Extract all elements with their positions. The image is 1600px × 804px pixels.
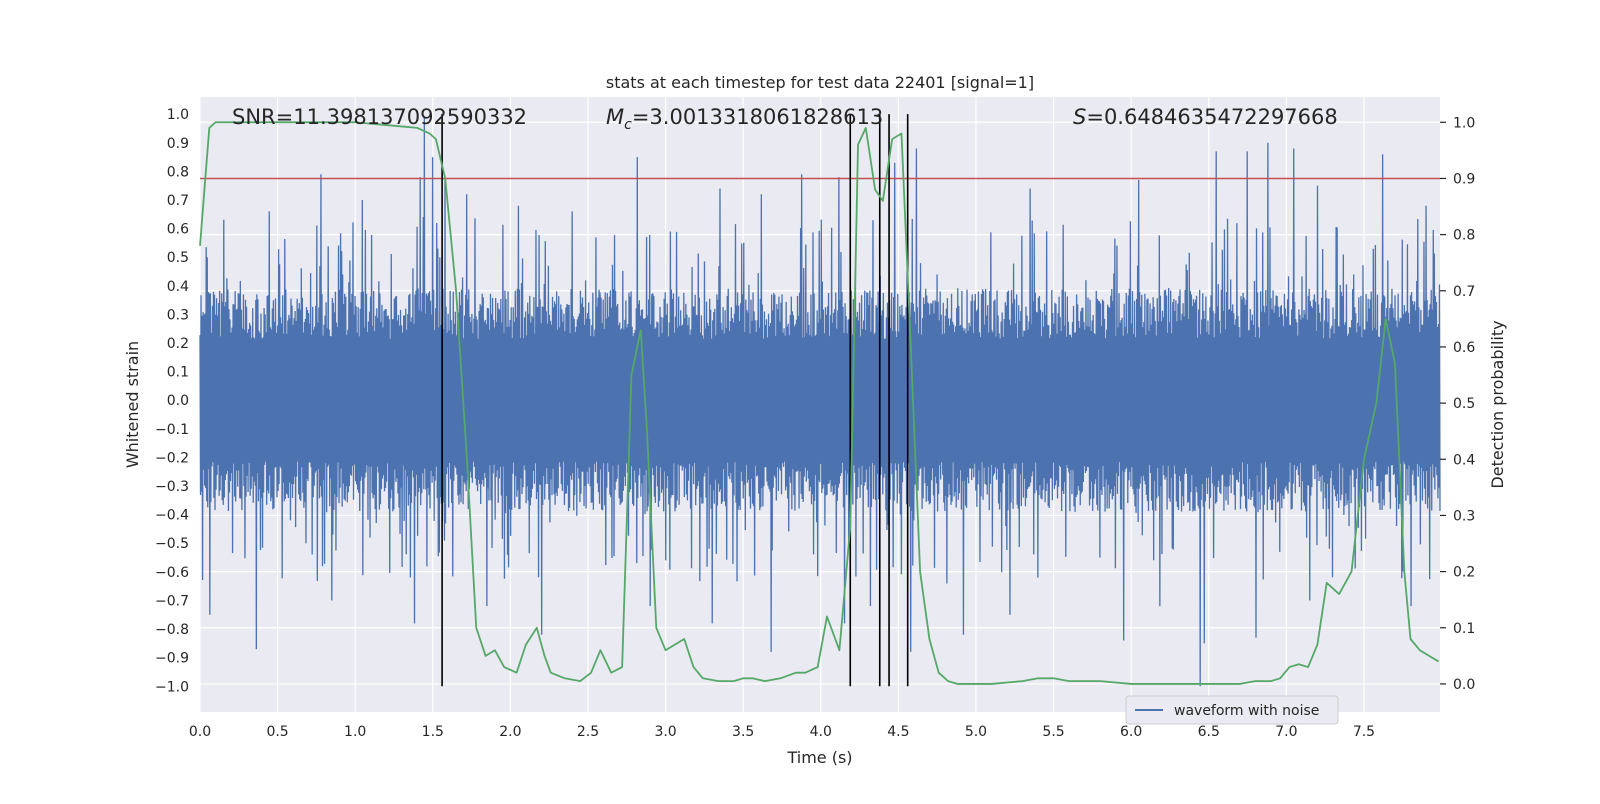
waveform-series	[199, 117, 1441, 687]
y-axis-right-label: Detection probability	[1488, 320, 1507, 488]
y-axis-left-label: Whitened strain	[123, 341, 142, 468]
y-left-tick-label: −1.0	[155, 679, 189, 695]
x-tick-label: 5.0	[965, 724, 987, 740]
x-tick-label: 1.5	[422, 724, 444, 740]
y-right-tick-label: 1.0	[1453, 115, 1475, 131]
y-left-tick-label: 0.9	[167, 136, 189, 152]
x-tick-label: 3.0	[654, 724, 676, 740]
y-left-tick-label: 0.3	[167, 307, 189, 323]
y-left-tick-label: −0.3	[155, 479, 189, 495]
y-left-tick-label: 0.1	[167, 365, 189, 381]
x-tick-label: 7.5	[1353, 724, 1375, 740]
y-left-tick-label: −0.1	[155, 422, 189, 438]
axes-ticks: 0.0 0.5 1.0 1.5 2.0 2.5 3.0 3.5 4.0 4.5 5.0 5.5 6.0 6…	[155, 107, 1475, 740]
y-left-tick-label: 1.0	[167, 107, 189, 123]
legend-label-waveform: waveform with noise	[1174, 703, 1319, 719]
y-left-tick-label: 0.0	[167, 393, 189, 409]
x-tick-label: 2.0	[499, 724, 521, 740]
y-right-tick-label: 0.1	[1453, 621, 1475, 637]
y-right-tick-label: 0.0	[1453, 677, 1475, 693]
probability-series	[199, 121, 1439, 685]
y-left-tick-label: −0.4	[155, 508, 189, 524]
x-tick-label: 0.5	[266, 724, 288, 740]
x-tick-label: 4.0	[810, 724, 832, 740]
x-tick-label: 0.0	[189, 724, 211, 740]
legend: waveform with noise	[1125, 695, 1339, 725]
y-left-tick-label: −0.2	[155, 450, 189, 466]
y-left-tick-label: 0.7	[167, 193, 189, 209]
mc-value: =3.0013318061828613	[632, 105, 883, 129]
x-axis-label: Time (s)	[786, 748, 852, 767]
y-right-tick-label: 0.6	[1453, 340, 1475, 356]
y-right-tick-label: 0.3	[1453, 508, 1475, 524]
x-tick-label: 3.5	[732, 724, 754, 740]
snr-annotation: SNR=11.398137092590332	[232, 105, 527, 129]
y-right-tick-label: 0.5	[1453, 396, 1475, 412]
x-tick-label: 2.5	[577, 724, 599, 740]
y-left-tick-label: −0.6	[155, 565, 189, 581]
waveform-line	[199, 117, 1441, 687]
y-right-tick-label: 0.2	[1453, 565, 1475, 581]
y-right-tick-label: 0.9	[1453, 171, 1475, 187]
mc-subscript: c	[624, 117, 632, 133]
s-symbol: S	[1073, 105, 1086, 129]
vertical-markers	[441, 114, 909, 687]
y-left-tick-label: 0.6	[167, 222, 189, 238]
legend-box	[1125, 695, 1339, 725]
y-right-tick-label: 0.4	[1453, 452, 1475, 468]
x-tick-label: 4.5	[887, 724, 909, 740]
y-left-tick-label: 0.5	[167, 250, 189, 266]
y-right-tick-label: 0.8	[1453, 228, 1475, 244]
y-left-tick-label: −0.9	[155, 651, 189, 667]
x-tick-label: 5.5	[1042, 724, 1064, 740]
chirp-mass-annotation: Mc=3.0013318061828613	[606, 105, 883, 133]
x-tick-label: 6.5	[1198, 724, 1220, 740]
probability-line	[199, 121, 1439, 685]
x-tick-label: 1.0	[344, 724, 366, 740]
mc-symbol: M	[606, 105, 624, 129]
y-left-tick-label: 0.8	[167, 164, 189, 180]
s-value: =0.6484635472297668	[1086, 105, 1337, 129]
y-left-tick-label: 0.4	[167, 279, 189, 295]
y-right-tick-label: 0.7	[1453, 284, 1475, 300]
y-left-tick-label: −0.5	[155, 536, 189, 552]
chart-title: stats at each timestep for test data 224…	[606, 73, 1034, 92]
y-left-tick-label: −0.7	[155, 593, 189, 609]
x-tick-label: 7.0	[1275, 724, 1297, 740]
y-left-tick-label: 0.2	[167, 336, 189, 352]
x-tick-label: 6.0	[1120, 724, 1142, 740]
s-statistic-annotation: S=0.6484635472297668	[1073, 105, 1338, 129]
y-left-tick-label: −0.8	[155, 622, 189, 638]
